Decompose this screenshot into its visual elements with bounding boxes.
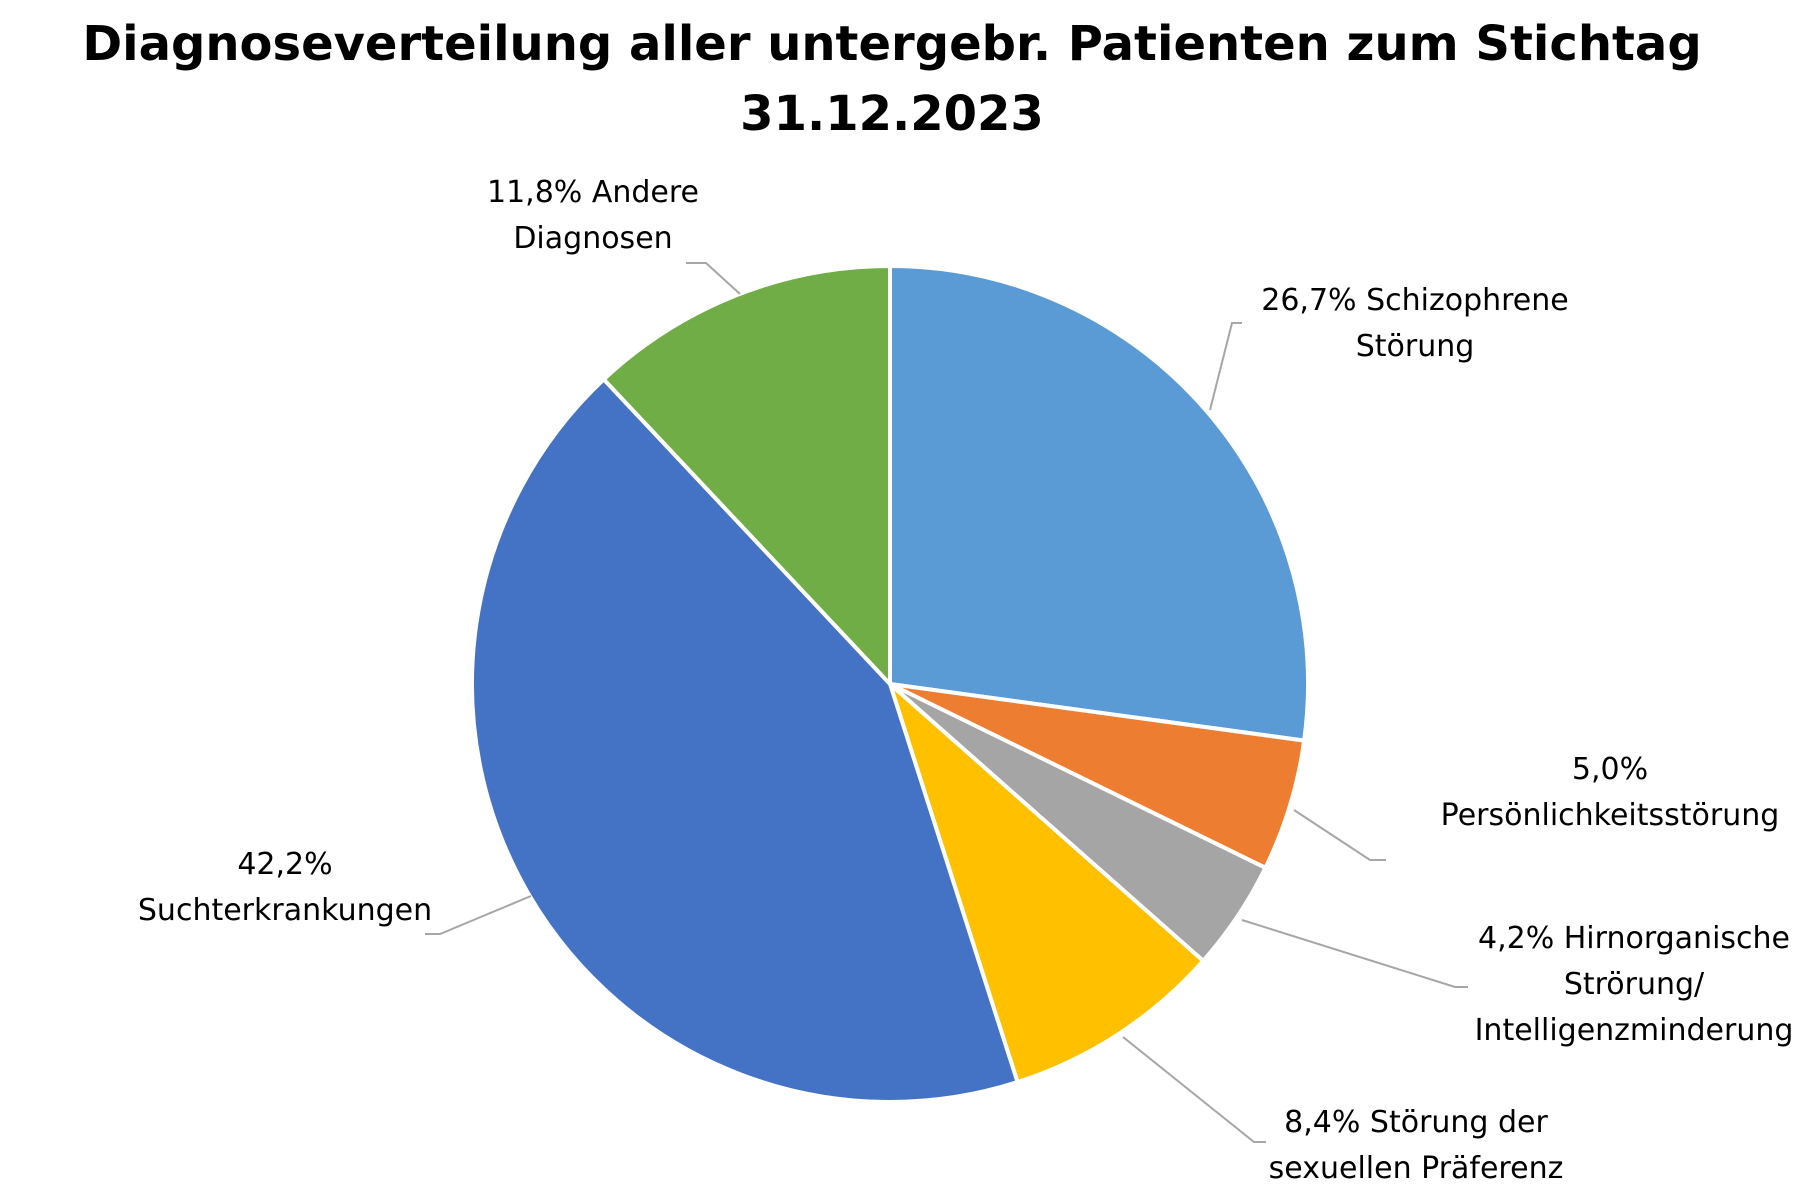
leader-line-4 (1122, 1036, 1266, 1143)
data-label-2-line-1: 5,0% (1572, 752, 1648, 787)
data-label-3-line-2: Strörung/ (1564, 967, 1705, 1002)
data-label-6-line-2: Diagnosen (513, 221, 672, 256)
leader-line-1 (1209, 322, 1242, 411)
pie-slices (470, 263, 1310, 1104)
data-label-3-line-1: 4,2% Hirnorganische (1478, 921, 1790, 956)
pie-slice-4 (885, 677, 1207, 1085)
data-label-5-line-1: 42,2% (237, 847, 332, 882)
data-label-1-line-2: Störung (1356, 329, 1475, 364)
data-label-1-line-1: 26,7% Schizophrene (1261, 283, 1569, 318)
leader-line-2 (1293, 809, 1386, 861)
leader-line-5 (425, 895, 532, 935)
data-label-4-line-1: 8,4% Störung der (1284, 1105, 1548, 1140)
data-labels: 26,7% Schizophrene Störung 5,0% Persönlichk… (138, 175, 1794, 1186)
chart-title-line-2: 31.12.2023 (740, 86, 1044, 142)
pie-slice-1 (888, 263, 1310, 743)
leader-lines (425, 262, 1468, 1143)
data-label-2-line-2: Persönlichkeitsstörung (1441, 798, 1780, 833)
leader-line-6 (686, 262, 741, 295)
chart-title-line-1: Diagnoseverteilung aller untergebr. Pati… (82, 16, 1701, 72)
data-label-3-line-3: Intelligenzminderung (1475, 1013, 1794, 1048)
data-label-5-line-2: Suchterkrankungen (138, 893, 432, 928)
data-label-6-line-1: 11,8% Andere (487, 175, 699, 210)
chart-title: Diagnoseverteilung aller untergebr. Pati… (82, 16, 1701, 142)
leader-line-3 (1241, 919, 1468, 988)
data-label-4-line-2: sexuellen Präferenz (1269, 1151, 1564, 1186)
pie-slice-6 (600, 263, 892, 690)
